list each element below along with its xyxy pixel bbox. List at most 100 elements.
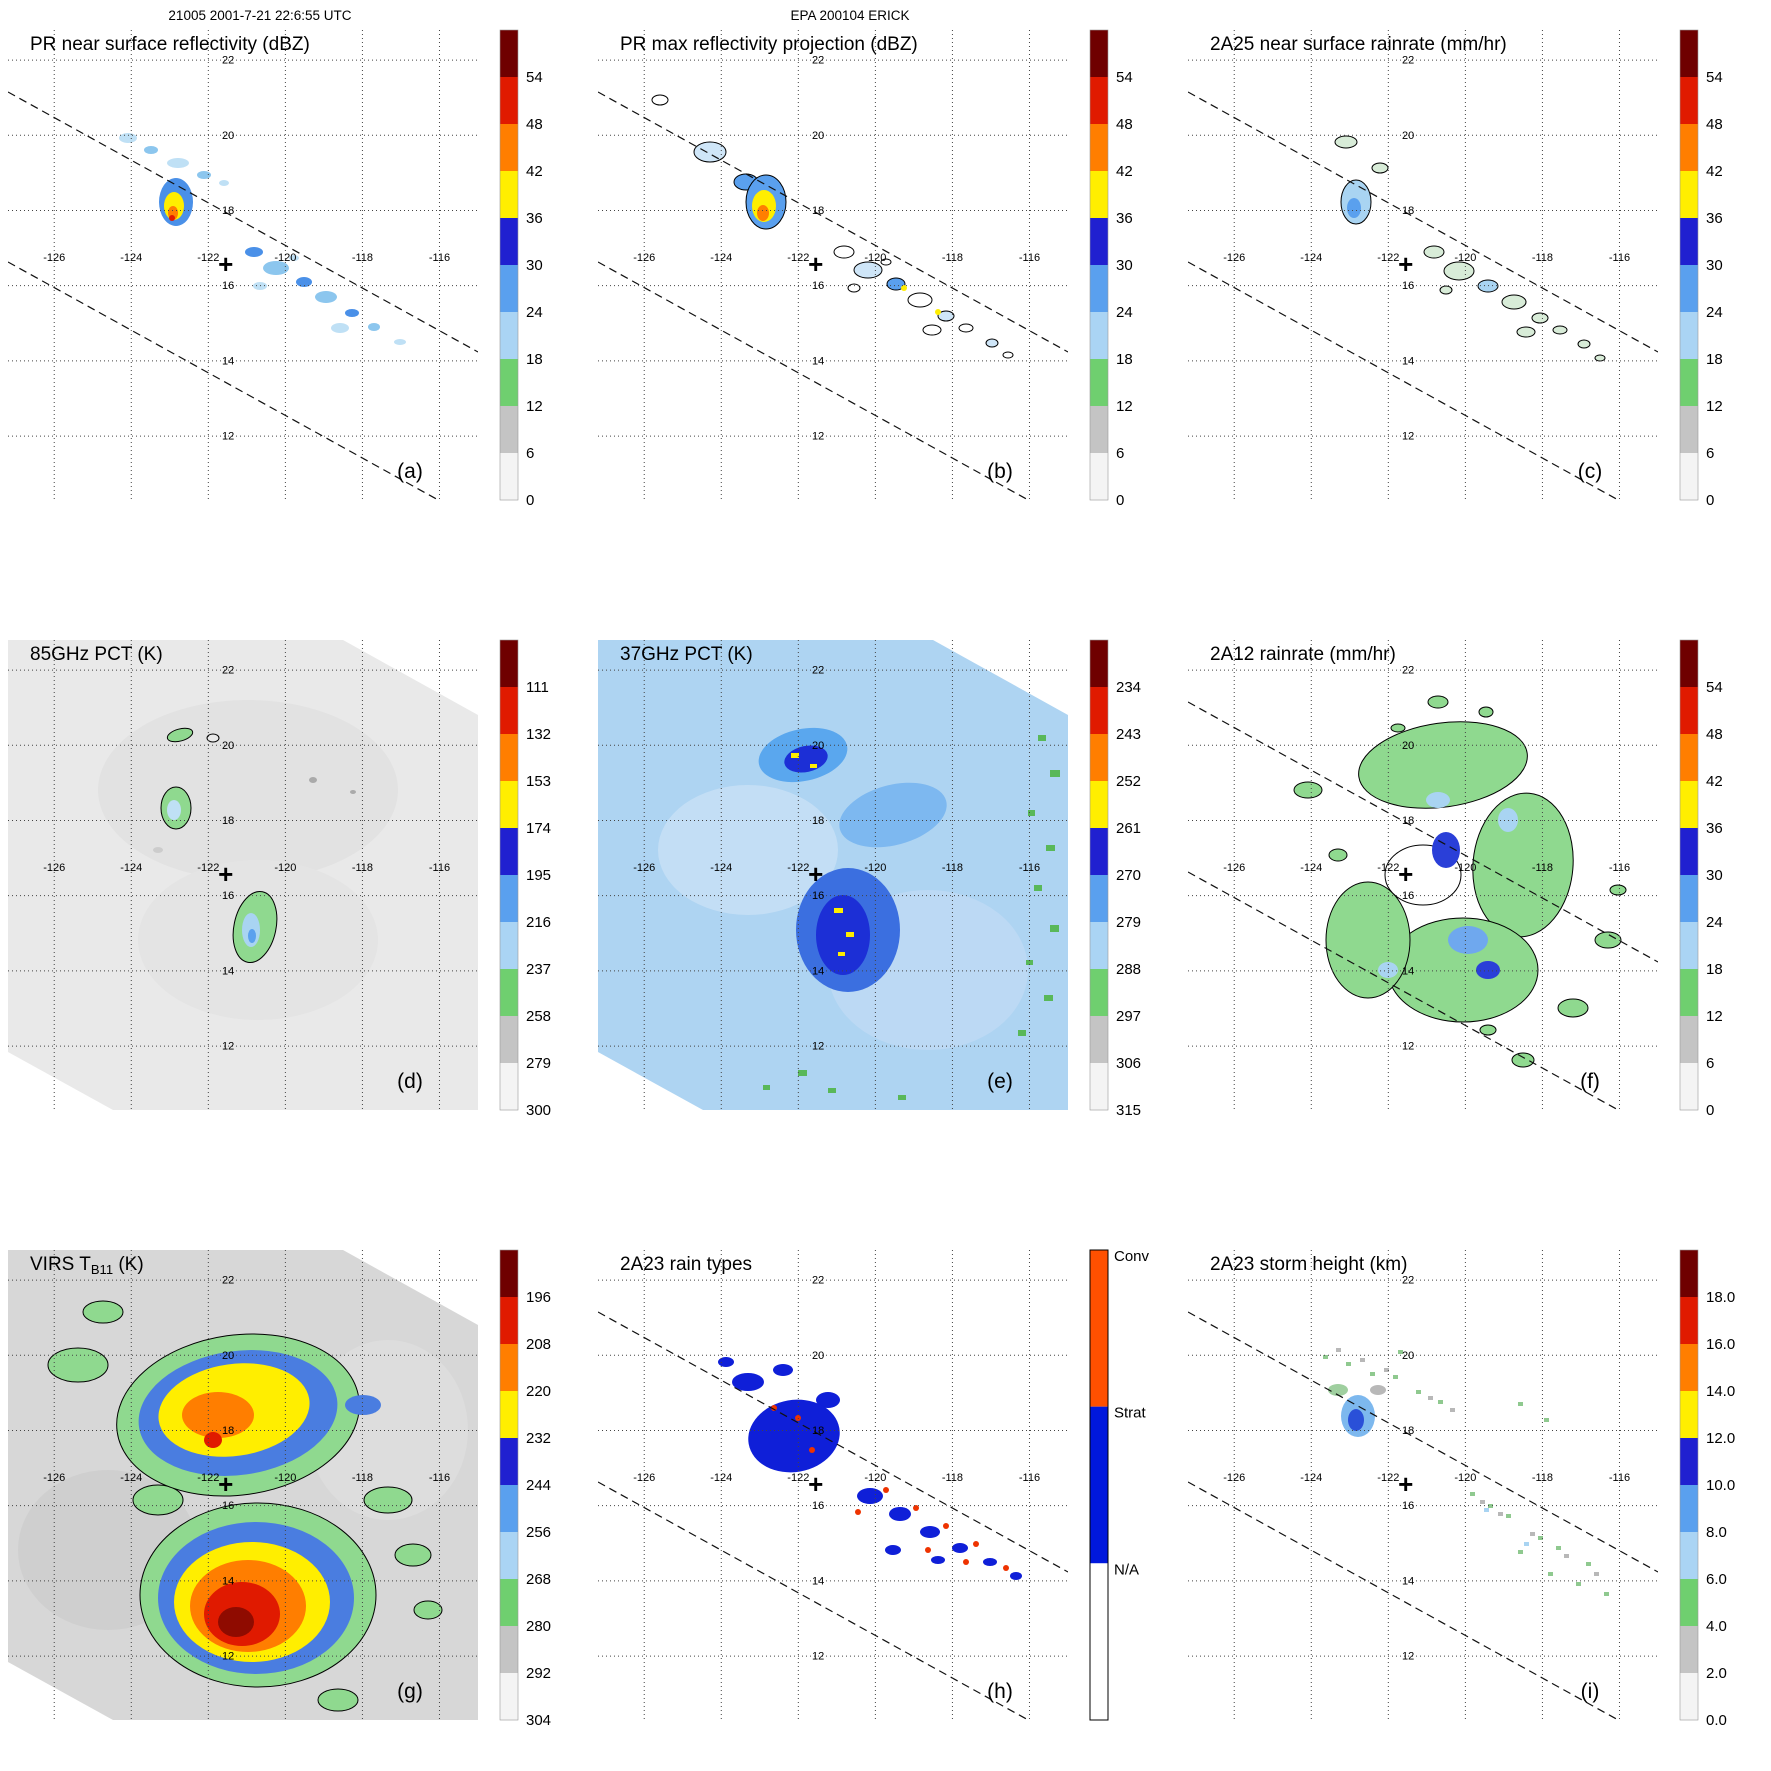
lon-label: -122 (1377, 252, 1399, 264)
lat-label: 22 (222, 665, 234, 677)
colorbar-tick: 292 (526, 1665, 551, 1682)
colorbar: 54 48 42 36 30 24 18 12 6 0 (1089, 29, 1133, 509)
grid: -126 -124 -122 -120 -118 -116 22 20 18 16 14 12 (8, 1250, 478, 1720)
data-cell (809, 1447, 815, 1453)
colorbar-segment (1090, 77, 1108, 125)
lat-label: 14 (1402, 1575, 1414, 1587)
storm-center-marker: + (808, 859, 823, 889)
colorbar-tick: 12.0 (1706, 1430, 1735, 1447)
colorbar: 234 243 252 261 270 279 288 297 306 315 (1089, 639, 1141, 1119)
lat-label: 16 (1402, 1500, 1414, 1512)
colorbar-segment (500, 77, 518, 125)
colorbar-tick: 270 (1116, 867, 1141, 884)
data-cell (1370, 1385, 1386, 1395)
colorbar-segment (500, 312, 518, 360)
panel-title: 2A23 storm height (km) (1210, 1254, 1407, 1275)
storm-center-marker: + (1398, 1469, 1413, 1499)
lon-label: -126 (633, 252, 655, 264)
panel-letter: (d) (397, 1070, 423, 1093)
colorbar-segment (500, 359, 518, 407)
panel-title: PR near surface reflectivity (dBZ) (30, 34, 310, 55)
colorbar-label: N/A (1114, 1561, 1139, 1578)
colorbar-segment (500, 875, 518, 923)
data-cell (1026, 960, 1033, 965)
map-data (598, 91, 1068, 500)
lon-label: -118 (352, 862, 373, 874)
storm-center-marker: + (808, 249, 823, 279)
storm-center-marker: + (808, 1469, 823, 1499)
panel-letter: (b) (987, 460, 1013, 483)
colorbar: 111 132 153 174 195 216 237 258 279 300 (499, 639, 551, 1119)
colorbar-segment (1680, 312, 1698, 360)
lon-label: -116 (1019, 252, 1040, 264)
colorbar-tick: 10.0 (1706, 1477, 1735, 1494)
colorbar-tick: 174 (526, 820, 551, 837)
data-cell (1323, 1355, 1328, 1359)
map-data (1188, 695, 1658, 1110)
data-cell (857, 1488, 883, 1504)
data-cell (98, 700, 398, 880)
map-data (1188, 1311, 1658, 1720)
data-cell (952, 1543, 968, 1553)
colorbar-segment (1680, 124, 1698, 172)
lat-label: 16 (222, 1500, 234, 1512)
data-cell (1556, 1546, 1561, 1550)
data-cell (1594, 1572, 1599, 1576)
colorbar-tick: 315 (1116, 1102, 1141, 1119)
colorbar-segment (1090, 922, 1108, 970)
data-cell (1003, 1565, 1009, 1571)
lon-label: -120 (1454, 1472, 1476, 1484)
colorbar-tick: 258 (526, 1008, 551, 1025)
colorbar-segment (1680, 1297, 1698, 1345)
lat-label: 16 (812, 890, 824, 902)
colorbar-tick: 12 (526, 398, 543, 415)
lat-label: 18 (812, 815, 824, 827)
colorbar-tick: 54 (1706, 679, 1723, 696)
lat-label: 16 (1402, 890, 1414, 902)
colorbar-tick: 0.0 (1706, 1712, 1727, 1729)
data-cell (1371, 162, 1389, 174)
colorbar-tick: 280 (526, 1618, 551, 1635)
swath-edge-line (1188, 261, 1620, 500)
lat-label: 12 (222, 1651, 234, 1663)
data-cell (394, 1543, 432, 1567)
panel-h: -126 -124 -122 -120 -118 -116 22 20 18 16 14 12 + (h)… (598, 1248, 1150, 1721)
panel-b: -126 -124 -122 -120 -118 -116 22 20 18 16 14 12 + (b)… (598, 29, 1133, 509)
data-cell (886, 277, 906, 291)
panel-g: -126 -124 -122 -120 -118 -116 22 20 18 16 14 12 + (g)… (8, 1249, 551, 1729)
lon-label: -122 (197, 252, 219, 264)
data-cell (1609, 884, 1627, 896)
data-cell (296, 277, 312, 287)
colorbar-segment (1090, 1063, 1108, 1111)
data-cell (1538, 1536, 1543, 1540)
colorbar-segment (500, 687, 518, 735)
data-cell (1448, 926, 1488, 954)
data-cell (1478, 706, 1494, 718)
grid: -126 -124 -122 -120 -118 -116 22 20 18 16 14 12 (8, 640, 478, 1110)
data-cell (1594, 931, 1622, 949)
lon-label: -124 (710, 1472, 732, 1484)
lon-label: -126 (43, 252, 65, 264)
data-cell (167, 800, 181, 820)
colorbar-label: Strat (1114, 1405, 1147, 1422)
colorbar: 196 208 220 232 244 256 268 280 292 304 (499, 1249, 551, 1729)
lat-label: 14 (812, 1575, 824, 1587)
colorbar-segment (500, 453, 518, 501)
lon-label: -122 (1377, 862, 1399, 874)
data-cell (1034, 885, 1042, 891)
data-cell (816, 895, 870, 975)
data-cell (206, 733, 220, 743)
colorbar-segment (500, 922, 518, 970)
map-data (598, 640, 1068, 1110)
data-cell (1586, 1562, 1591, 1566)
lat-label: 12 (1402, 1651, 1414, 1663)
lat-label: 20 (1402, 130, 1414, 142)
lat-label: 22 (1402, 1275, 1414, 1287)
colorbar-segment (500, 734, 518, 782)
map-data (8, 1250, 478, 1720)
colorbar-segment (1680, 875, 1698, 923)
colorbar-segment (1680, 781, 1698, 829)
colorbar-segment (1090, 312, 1108, 360)
lat-label: 22 (812, 55, 824, 67)
colorbar-tick: 237 (526, 961, 551, 978)
